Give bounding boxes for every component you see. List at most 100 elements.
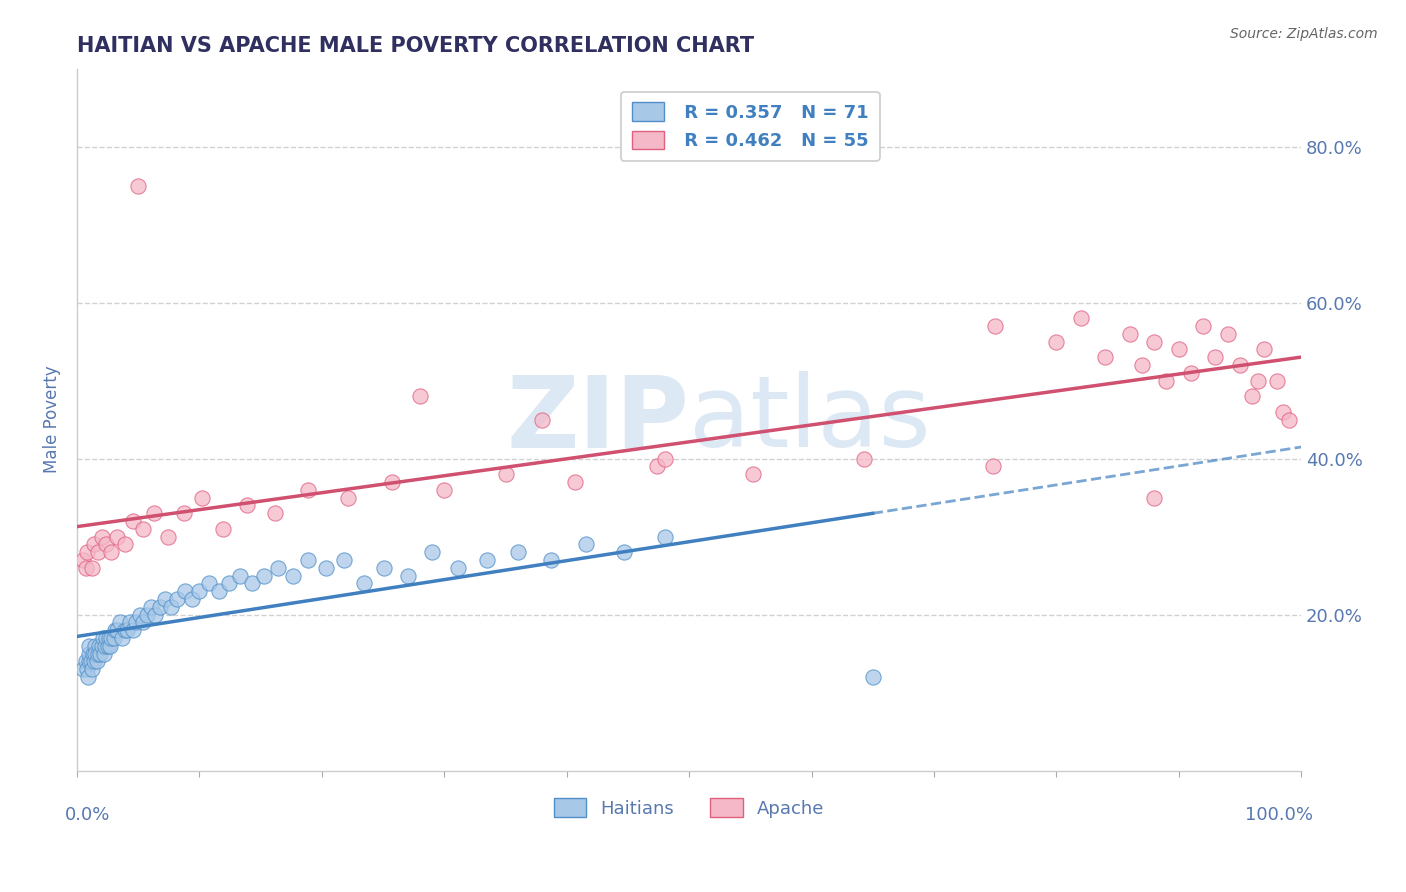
Point bbox=[77, 670, 100, 684]
Point bbox=[84, 639, 107, 653]
Point bbox=[72, 662, 94, 676]
Point bbox=[96, 537, 118, 551]
Point bbox=[531, 412, 554, 426]
Point bbox=[107, 530, 129, 544]
Text: atlas: atlas bbox=[689, 371, 931, 468]
Point bbox=[253, 568, 276, 582]
Point bbox=[135, 607, 157, 622]
Point bbox=[118, 615, 141, 630]
Point bbox=[1143, 491, 1166, 505]
Point bbox=[100, 631, 122, 645]
Point bbox=[862, 670, 884, 684]
Point bbox=[127, 178, 149, 193]
Point bbox=[76, 662, 98, 676]
Point bbox=[103, 631, 125, 645]
Point bbox=[447, 561, 470, 575]
Point bbox=[143, 506, 166, 520]
Point bbox=[93, 647, 115, 661]
Point bbox=[90, 639, 112, 653]
Point bbox=[128, 607, 150, 622]
Point bbox=[506, 545, 529, 559]
Point bbox=[654, 451, 676, 466]
Point bbox=[84, 647, 107, 661]
Point bbox=[853, 451, 876, 466]
Point bbox=[145, 607, 167, 622]
Point bbox=[83, 655, 105, 669]
Point bbox=[87, 545, 110, 559]
Point bbox=[139, 599, 162, 614]
Point bbox=[97, 631, 120, 645]
Point bbox=[981, 459, 1004, 474]
Point bbox=[75, 561, 97, 575]
Point bbox=[98, 639, 121, 653]
Point bbox=[198, 576, 221, 591]
Point bbox=[173, 584, 195, 599]
Point bbox=[281, 568, 304, 582]
Point bbox=[267, 561, 290, 575]
Point bbox=[79, 655, 101, 669]
Point bbox=[181, 592, 204, 607]
Point bbox=[96, 631, 118, 645]
Point bbox=[90, 530, 112, 544]
Point bbox=[79, 647, 101, 661]
Text: 0.0%: 0.0% bbox=[65, 805, 110, 824]
Point bbox=[495, 467, 517, 482]
Point bbox=[1216, 326, 1239, 341]
Point bbox=[97, 639, 120, 653]
Point bbox=[114, 624, 136, 638]
Point bbox=[1156, 374, 1178, 388]
Text: Source: ZipAtlas.com: Source: ZipAtlas.com bbox=[1230, 27, 1378, 41]
Point bbox=[1094, 350, 1116, 364]
Point bbox=[409, 389, 432, 403]
Point bbox=[132, 522, 155, 536]
Point bbox=[100, 545, 122, 559]
Legend: Haitians, Apache: Haitians, Apache bbox=[547, 791, 832, 825]
Point bbox=[373, 561, 395, 575]
Point bbox=[229, 568, 252, 582]
Y-axis label: Male Poverty: Male Poverty bbox=[44, 366, 60, 474]
Point bbox=[1204, 350, 1226, 364]
Point bbox=[91, 631, 114, 645]
Point bbox=[741, 467, 763, 482]
Point bbox=[333, 553, 356, 567]
Point bbox=[336, 491, 359, 505]
Point bbox=[1167, 343, 1189, 357]
Point bbox=[420, 545, 443, 559]
Point bbox=[107, 624, 129, 638]
Point bbox=[613, 545, 636, 559]
Point bbox=[104, 624, 127, 638]
Point bbox=[122, 514, 145, 528]
Point bbox=[1229, 358, 1251, 372]
Point bbox=[236, 499, 259, 513]
Text: 100.0%: 100.0% bbox=[1246, 805, 1313, 824]
Point bbox=[211, 522, 233, 536]
Point bbox=[208, 584, 231, 599]
Point bbox=[1278, 412, 1301, 426]
Point bbox=[76, 545, 98, 559]
Point bbox=[1130, 358, 1153, 372]
Point bbox=[87, 647, 110, 661]
Point bbox=[1271, 405, 1294, 419]
Point bbox=[86, 655, 108, 669]
Point bbox=[1192, 318, 1215, 333]
Point bbox=[1247, 374, 1270, 388]
Point bbox=[381, 475, 404, 489]
Point bbox=[1265, 374, 1288, 388]
Point bbox=[240, 576, 263, 591]
Point bbox=[575, 537, 598, 551]
Point bbox=[297, 553, 319, 567]
Point bbox=[191, 491, 214, 505]
Point bbox=[94, 639, 117, 653]
Point bbox=[984, 318, 1007, 333]
Point bbox=[156, 530, 179, 544]
Point bbox=[353, 576, 375, 591]
Point bbox=[1253, 343, 1275, 357]
Point bbox=[564, 475, 586, 489]
Point bbox=[264, 506, 287, 520]
Point bbox=[83, 537, 105, 551]
Point bbox=[540, 553, 562, 567]
Point bbox=[188, 584, 211, 599]
Point bbox=[218, 576, 240, 591]
Point bbox=[1045, 334, 1067, 349]
Point bbox=[1119, 326, 1142, 341]
